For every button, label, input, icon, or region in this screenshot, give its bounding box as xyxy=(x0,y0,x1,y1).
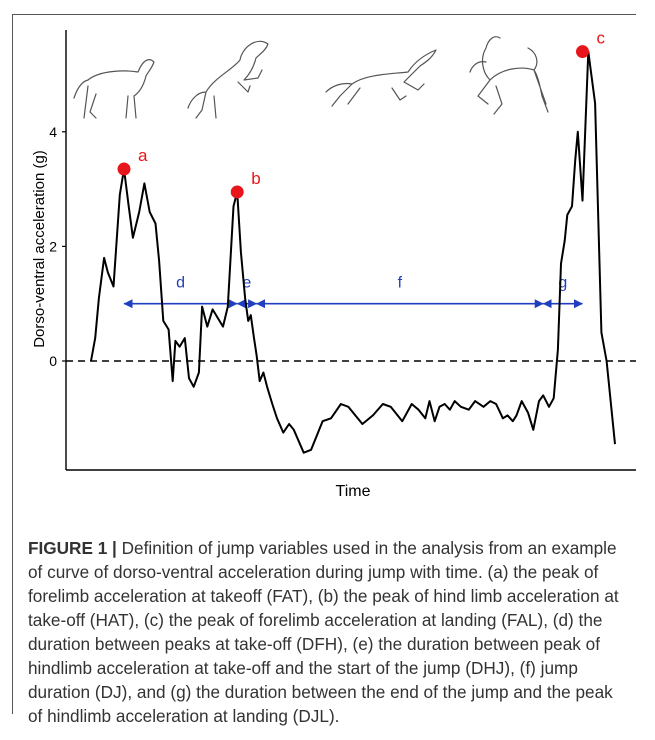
peak-markers: a b c xyxy=(117,29,606,199)
horse-approach-icon xyxy=(73,59,155,119)
peak-label-a: a xyxy=(138,146,148,165)
figure-caption: FIGURE 1 | Definition of jump variables … xyxy=(28,536,624,728)
acceleration-series-line xyxy=(90,50,616,454)
interval-label-d: d xyxy=(176,275,185,292)
horse-landing-icon xyxy=(469,36,549,115)
x-axis-label: Time xyxy=(336,483,371,500)
peak-marker-a xyxy=(117,162,131,176)
peak-marker-b xyxy=(230,185,244,199)
peak-label-b: b xyxy=(251,169,260,188)
y-tick-label: 0 xyxy=(49,353,57,369)
interval-arrows: d e f g xyxy=(123,275,584,309)
y-tick-label: 2 xyxy=(49,238,57,254)
jump-acceleration-chart: 024 Time Dorso-ventral acceleration (g) … xyxy=(31,29,636,500)
caption-text: Definition of jump variables used in the… xyxy=(28,538,619,726)
peak-label-c: c xyxy=(597,29,606,48)
interval-label-f: f xyxy=(398,275,403,292)
horse-suspension-icon xyxy=(325,49,437,107)
interval-label-g: g xyxy=(558,275,567,292)
figure-frame-left xyxy=(12,14,13,714)
y-axis-label: Dorso-ventral acceleration (g) xyxy=(31,150,48,348)
figure-frame-top xyxy=(12,14,636,15)
y-ticks: 0 2 4 xyxy=(49,124,66,369)
horse-takeoff-icon xyxy=(187,40,269,119)
caption-label: FIGURE 1 | xyxy=(28,538,117,558)
peak-marker-c xyxy=(576,45,590,59)
y-tick-label: 4 xyxy=(49,124,57,140)
interval-label-e: e xyxy=(242,275,251,292)
